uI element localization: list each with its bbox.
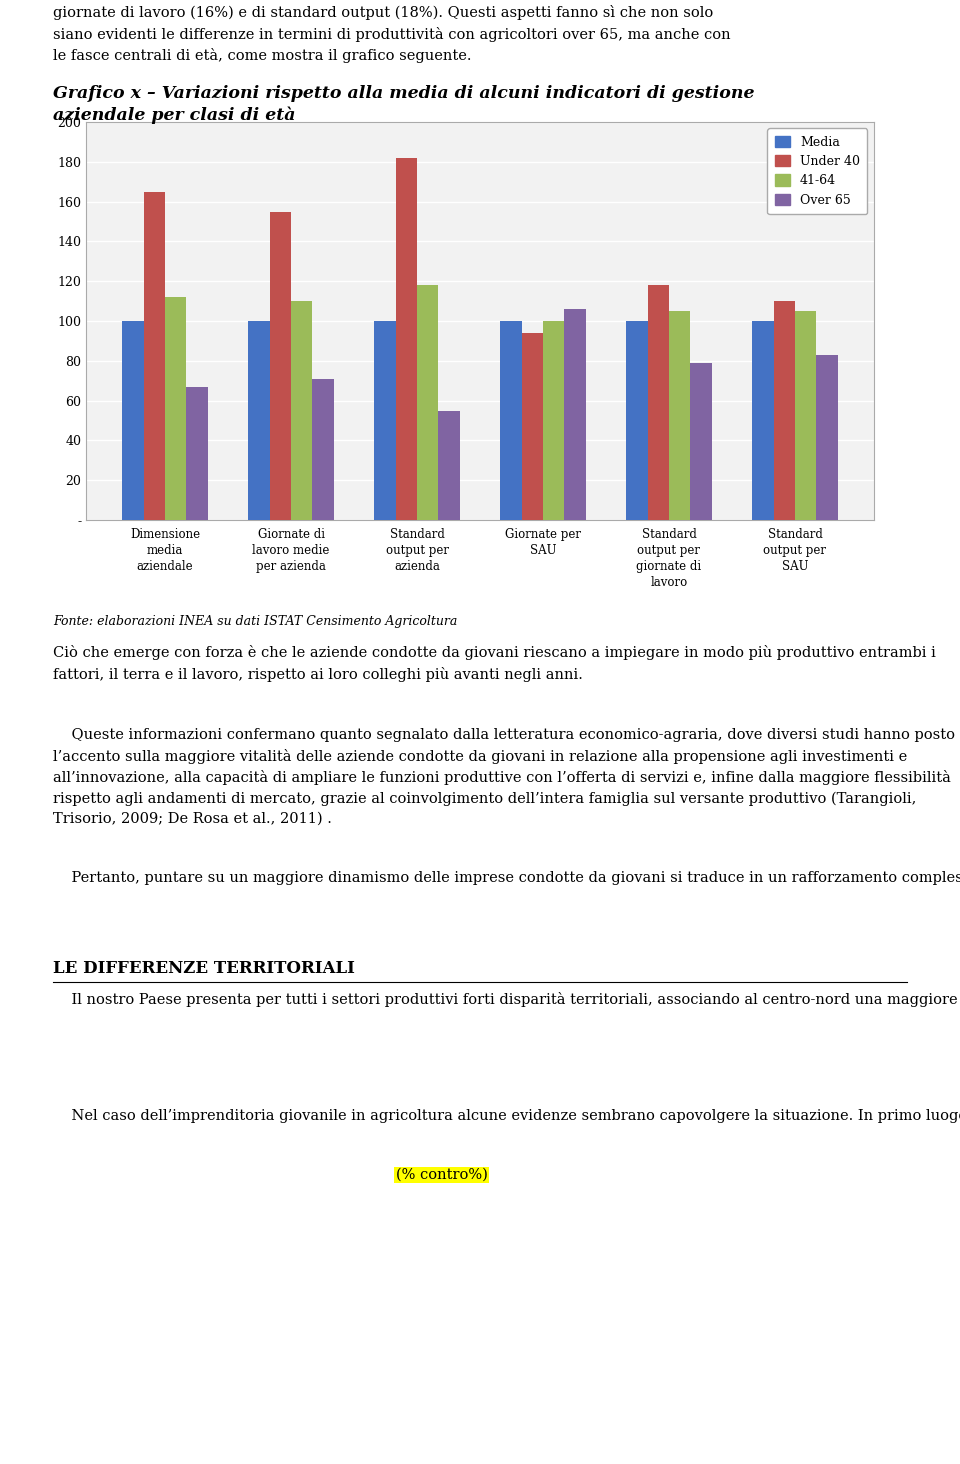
Bar — [417, 285, 439, 520]
Legend: Media, Under 40, 41-64, Over 65: Media, Under 40, 41-64, Over 65 — [767, 129, 867, 214]
Bar — [291, 302, 312, 520]
Text: Pertanto, puntare su un maggiore dinamismo delle imprese condotte da giovani si : Pertanto, puntare su un maggiore dinamis… — [53, 870, 960, 886]
Bar — [186, 386, 208, 520]
Text: Ciò che emerge con forza è che le aziende condotte da giovani riescano a impiega: Ciò che emerge con forza è che le aziend… — [53, 646, 936, 682]
Bar — [249, 321, 270, 520]
Bar — [543, 321, 564, 520]
Bar — [396, 158, 417, 520]
Bar — [648, 285, 669, 520]
Bar — [816, 354, 838, 520]
Bar — [752, 321, 774, 520]
Bar — [439, 410, 460, 520]
Bar — [626, 321, 648, 520]
Bar — [774, 302, 795, 520]
Text: LE DIFFERENZE TERRITORIALI: LE DIFFERENZE TERRITORIALI — [53, 960, 354, 976]
Text: Fonte: elaborazioni INEA su dati ISTAT Censimento Agricoltura: Fonte: elaborazioni INEA su dati ISTAT C… — [53, 615, 457, 628]
Text: giornate di lavoro (16%) e di standard output (18%). Questi aspetti fanno sì che: giornate di lavoro (16%) e di standard o… — [53, 4, 731, 63]
Bar — [270, 212, 291, 520]
Bar — [374, 321, 396, 520]
Text: Queste informazioni confermano quanto segnalato dalla letteratura economico-agra: Queste informazioni confermano quanto se… — [53, 728, 955, 826]
Bar — [564, 309, 586, 520]
Bar — [165, 297, 186, 520]
Text: (% contro%): (% contro%) — [396, 1168, 488, 1181]
Text: Il nostro Paese presenta per tutti i settori produttivi forti disparità territor: Il nostro Paese presenta per tutti i set… — [53, 993, 960, 1007]
Bar — [122, 321, 144, 520]
Bar — [669, 310, 690, 520]
Bar — [312, 379, 334, 520]
Text: aziendale per clasi di età: aziendale per clasi di età — [53, 107, 296, 124]
Bar — [690, 363, 711, 520]
Bar — [500, 321, 521, 520]
Text: Nel caso dell’imprenditoria giovanile in agricoltura alcune evidenze sembrano ca: Nel caso dell’imprenditoria giovanile in… — [53, 1108, 960, 1123]
Bar — [795, 310, 816, 520]
Bar — [144, 192, 165, 520]
Text: Grafico x – Variazioni rispetto alla media di alcuni indicatori di gestione: Grafico x – Variazioni rispetto alla med… — [53, 85, 755, 102]
Bar — [521, 332, 543, 520]
